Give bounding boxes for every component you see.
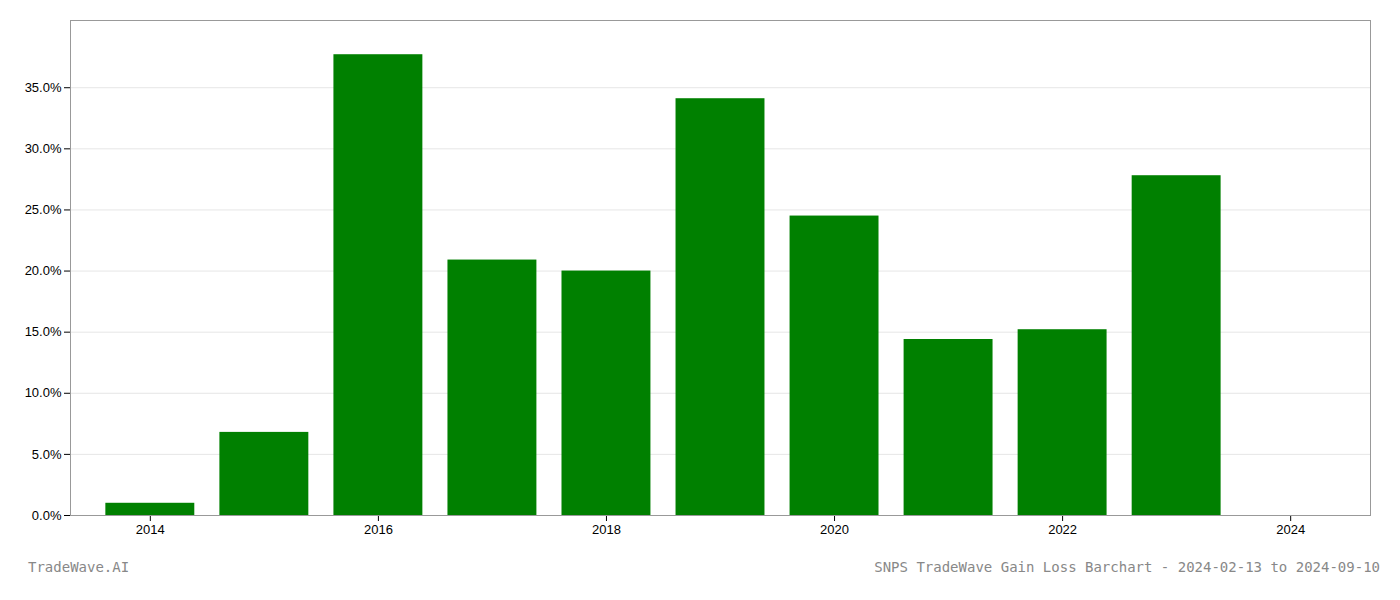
html-text:TradeWave.AI: TradeWave.AI: [28, 559, 130, 575]
svg-text:25.0%: 25.0%: [25, 202, 62, 217]
svg-text:30.0%: 30.0%: [25, 141, 62, 156]
svg-text:2022: 2022: [1048, 522, 1077, 537]
svg-text:20.0%: 20.0%: [25, 263, 62, 278]
svg-text:35.0%: 35.0%: [25, 80, 62, 95]
svg-text:2018: 2018: [592, 522, 621, 537]
svg-text:2016: 2016: [364, 522, 393, 537]
svg-text:10.0%: 10.0%: [25, 385, 62, 400]
svg-text:2020: 2020: [820, 522, 849, 537]
svg-text:2014: 2014: [136, 522, 165, 537]
svg-text:15.0%: 15.0%: [25, 324, 62, 339]
svg-text:0.0%: 0.0%: [32, 508, 62, 523]
svg-text:5.0%: 5.0%: [32, 447, 62, 462]
svg-text:2024: 2024: [1276, 522, 1305, 537]
html-text:SNPS TradeWave Gain Loss Barch: SNPS TradeWave Gain Loss Barchart - 2024…: [874, 559, 1380, 575]
